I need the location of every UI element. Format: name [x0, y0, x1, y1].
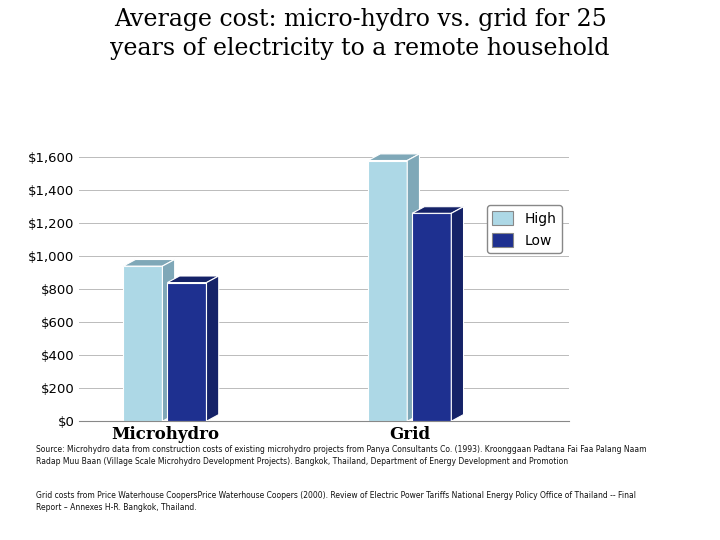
Polygon shape: [123, 260, 175, 266]
Polygon shape: [123, 415, 175, 421]
Text: Grid costs from Price Waterhouse CoopersPrice Waterhouse Coopers (2000). Review : Grid costs from Price Waterhouse Coopers…: [36, 491, 636, 512]
Text: Average cost: micro-hydro vs. grid for 25
years of electricity to a remote house: Average cost: micro-hydro vs. grid for 2…: [110, 8, 610, 59]
Polygon shape: [163, 260, 175, 421]
Text: Source: Microhydro data from construction costs of existing microhydro projects : Source: Microhydro data from constructio…: [36, 446, 647, 467]
Polygon shape: [451, 207, 464, 421]
Polygon shape: [167, 282, 207, 421]
Polygon shape: [167, 276, 219, 282]
Polygon shape: [412, 415, 464, 421]
Polygon shape: [412, 213, 451, 421]
Polygon shape: [368, 160, 408, 421]
Polygon shape: [167, 415, 219, 421]
Polygon shape: [207, 276, 219, 421]
Polygon shape: [123, 266, 163, 421]
Polygon shape: [368, 154, 420, 160]
Polygon shape: [408, 154, 420, 421]
Polygon shape: [412, 207, 464, 213]
Polygon shape: [368, 415, 420, 421]
Legend: High, Low: High, Low: [487, 205, 562, 253]
